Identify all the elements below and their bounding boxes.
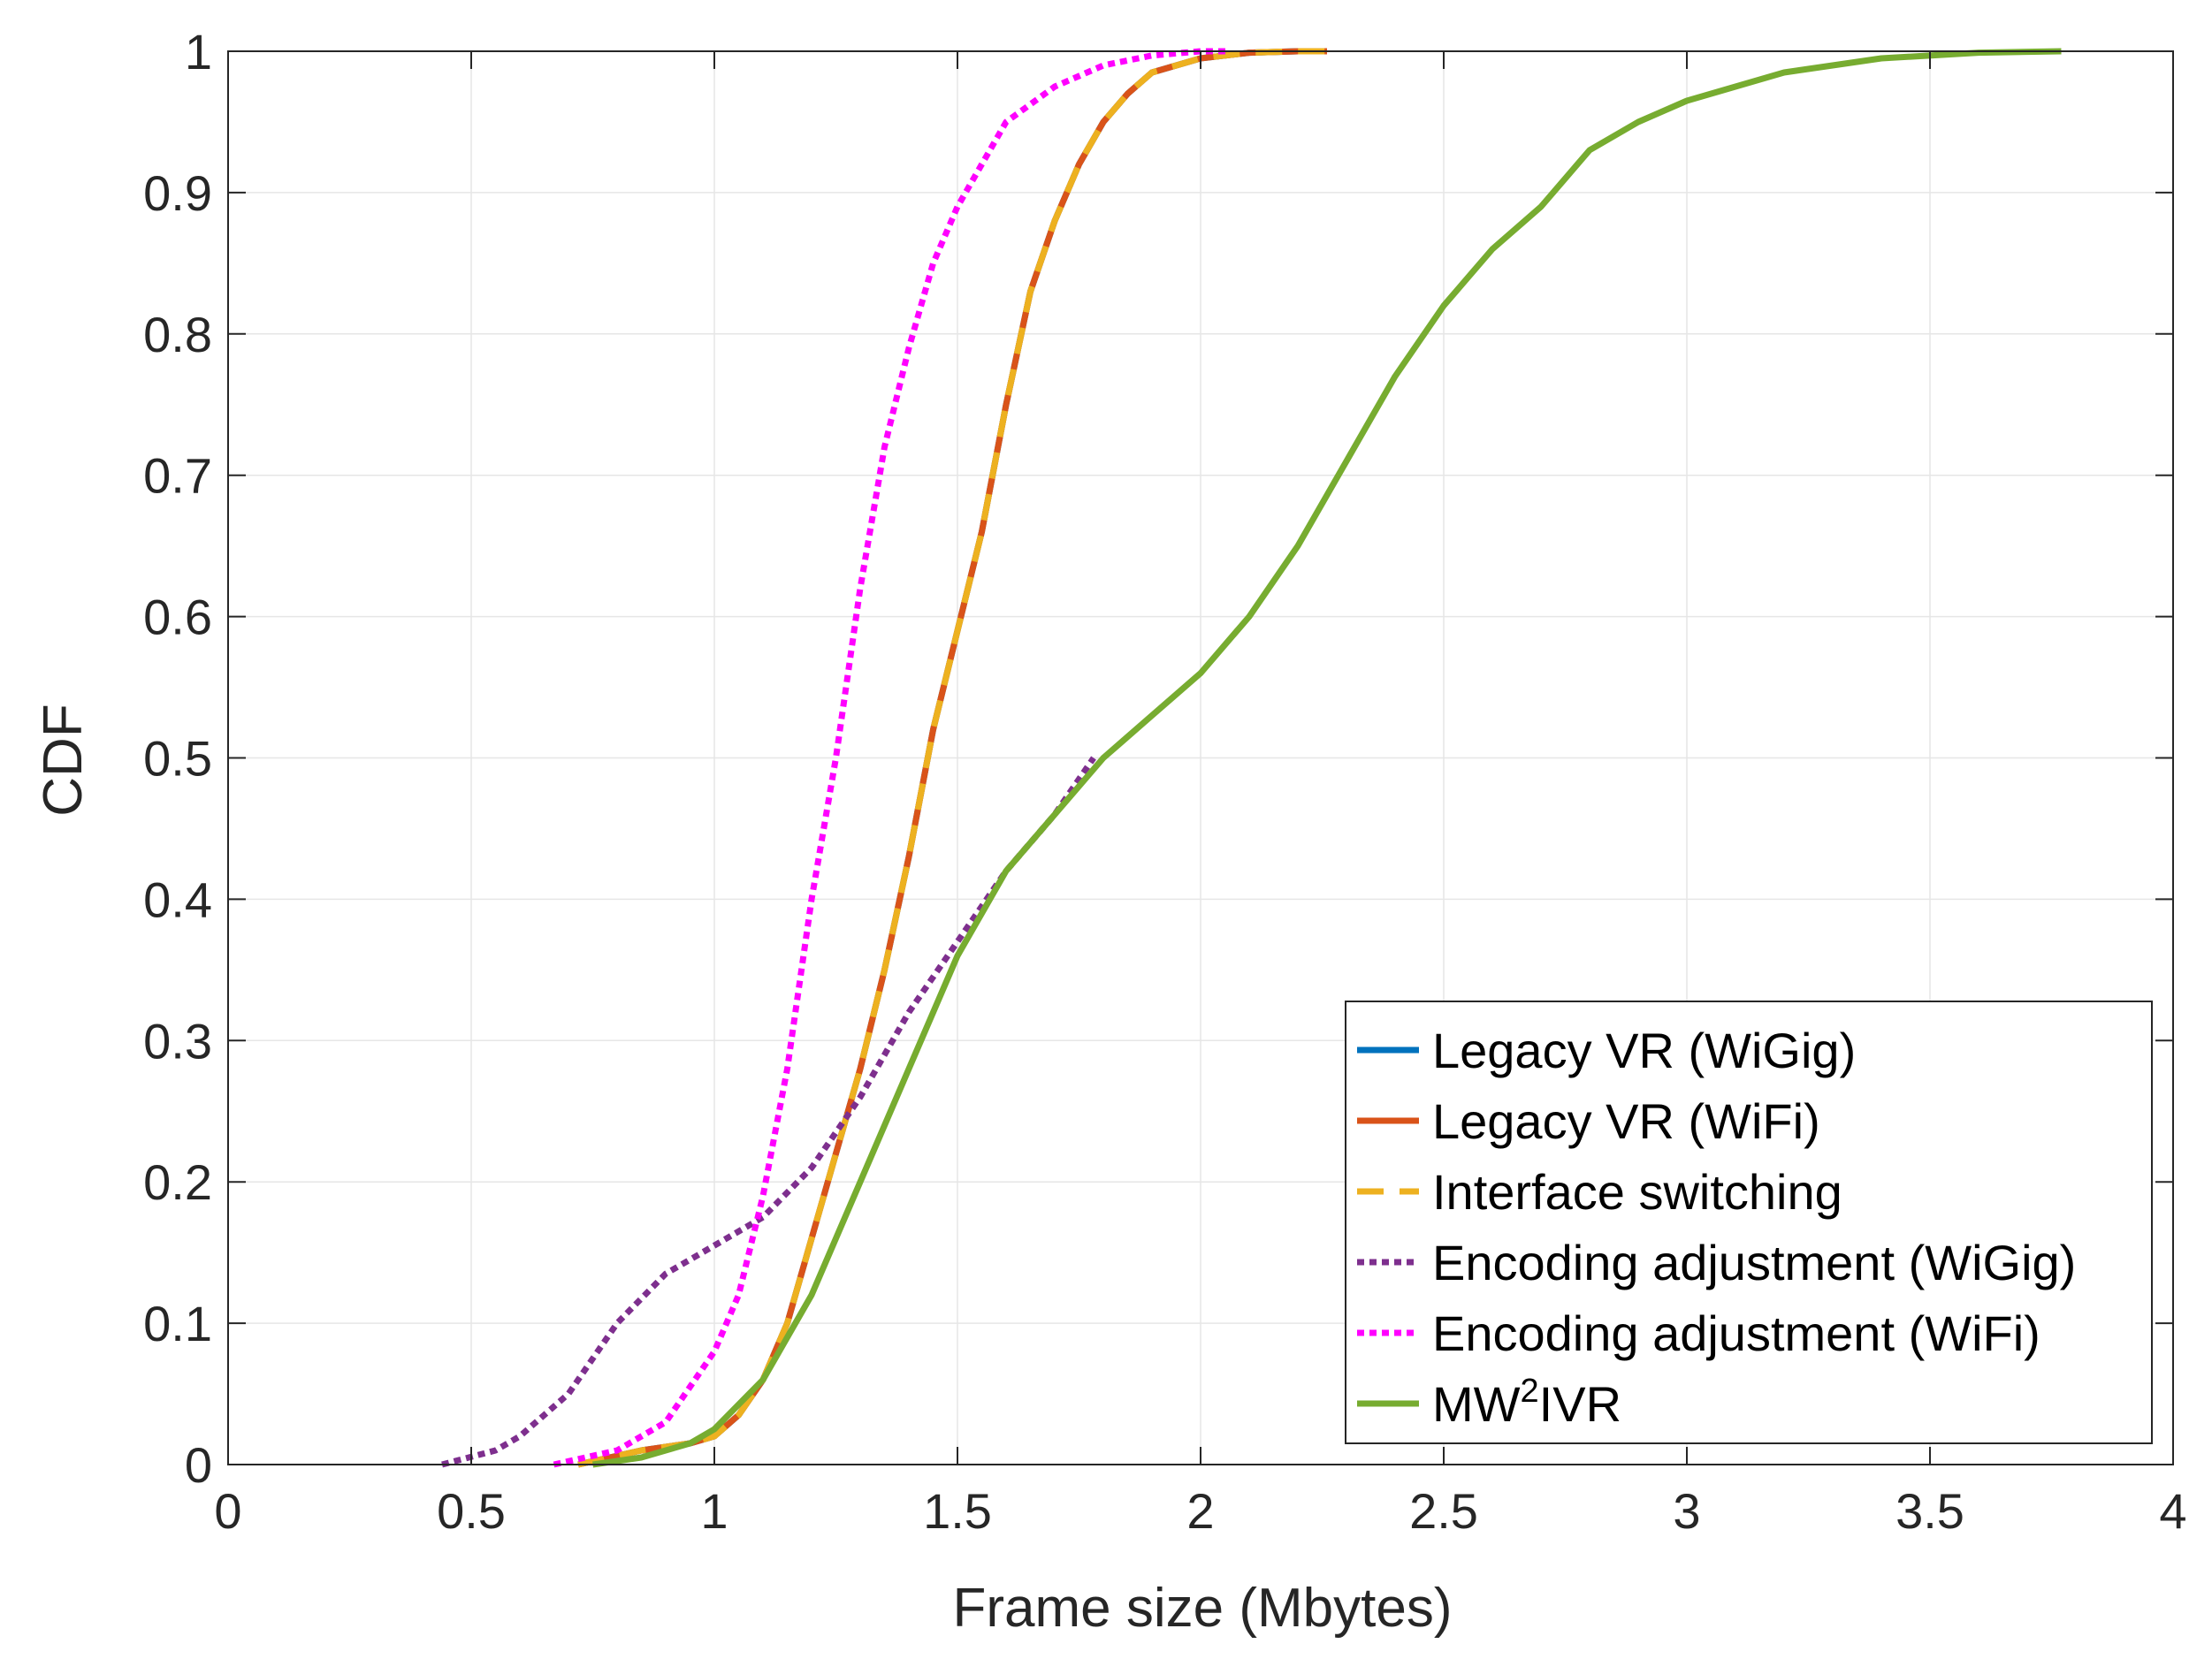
- x-tick-label: 1: [700, 1483, 728, 1539]
- x-tick-label: 2.5: [1409, 1483, 1478, 1539]
- legend-label-main: MW: [1432, 1376, 1521, 1432]
- x-tick-label: 2: [1186, 1483, 1214, 1539]
- y-tick-label: 0.5: [143, 731, 212, 787]
- x-tick-label: 3: [1673, 1483, 1700, 1539]
- legend-label-1: Legacy VR (WiFi): [1432, 1093, 1820, 1149]
- legend-label-3: Encoding adjustment (WiGig): [1432, 1235, 2076, 1290]
- legend-label-superscript: 2: [1521, 1373, 1539, 1410]
- y-tick-label: 0.8: [143, 307, 212, 362]
- y-tick-label: 0: [185, 1437, 212, 1493]
- legend-label-main: Legacy VR (WiGig): [1432, 1023, 1856, 1078]
- legend-label-main: Interface switching: [1432, 1164, 1842, 1220]
- x-tick-label: 4: [2159, 1483, 2186, 1539]
- x-tick-label: 1.5: [923, 1483, 992, 1539]
- legend-label-tail: IVR: [1539, 1376, 1621, 1432]
- y-tick-label: 1: [185, 24, 212, 80]
- y-tick-label: 0.9: [143, 165, 212, 221]
- y-tick-label: 0.2: [143, 1154, 212, 1210]
- legend-label-2: Interface switching: [1432, 1164, 1842, 1220]
- y-tick-label: 0.4: [143, 871, 212, 927]
- x-tick-label: 0: [214, 1483, 241, 1539]
- cdf-line-chart: 0 0.5 1 1.5 2 2.5 3 3.5 4 0 0.1 0.2 0.3 0.4 0.5 0.6 0.7…: [0, 0, 2212, 1659]
- y-tick-label: 0.1: [143, 1296, 212, 1351]
- legend-label-0: Legacy VR (WiGig): [1432, 1023, 1856, 1078]
- y-tick-label: 0.6: [143, 590, 212, 645]
- y-tick-label: 0.7: [143, 448, 212, 504]
- legend-label-4: Encoding adjustment (WiFi): [1432, 1305, 2040, 1361]
- x-axis-title: Frame size (Mbytes): [953, 1578, 1453, 1639]
- y-tick-label: 0.3: [143, 1013, 212, 1069]
- y-axis-title: CDF: [33, 704, 94, 816]
- legend-label-main: Legacy VR (WiFi): [1432, 1093, 1820, 1149]
- legend-label-main: Encoding adjustment (WiGig): [1432, 1235, 2076, 1290]
- x-tick-label: 3.5: [1895, 1483, 1964, 1539]
- legend-label-main: Encoding adjustment (WiFi): [1432, 1305, 2040, 1361]
- legend: Legacy VR (WiGig) Legacy VR (WiFi) Interfa…: [1346, 1001, 2152, 1443]
- x-tick-label: 0.5: [437, 1483, 506, 1539]
